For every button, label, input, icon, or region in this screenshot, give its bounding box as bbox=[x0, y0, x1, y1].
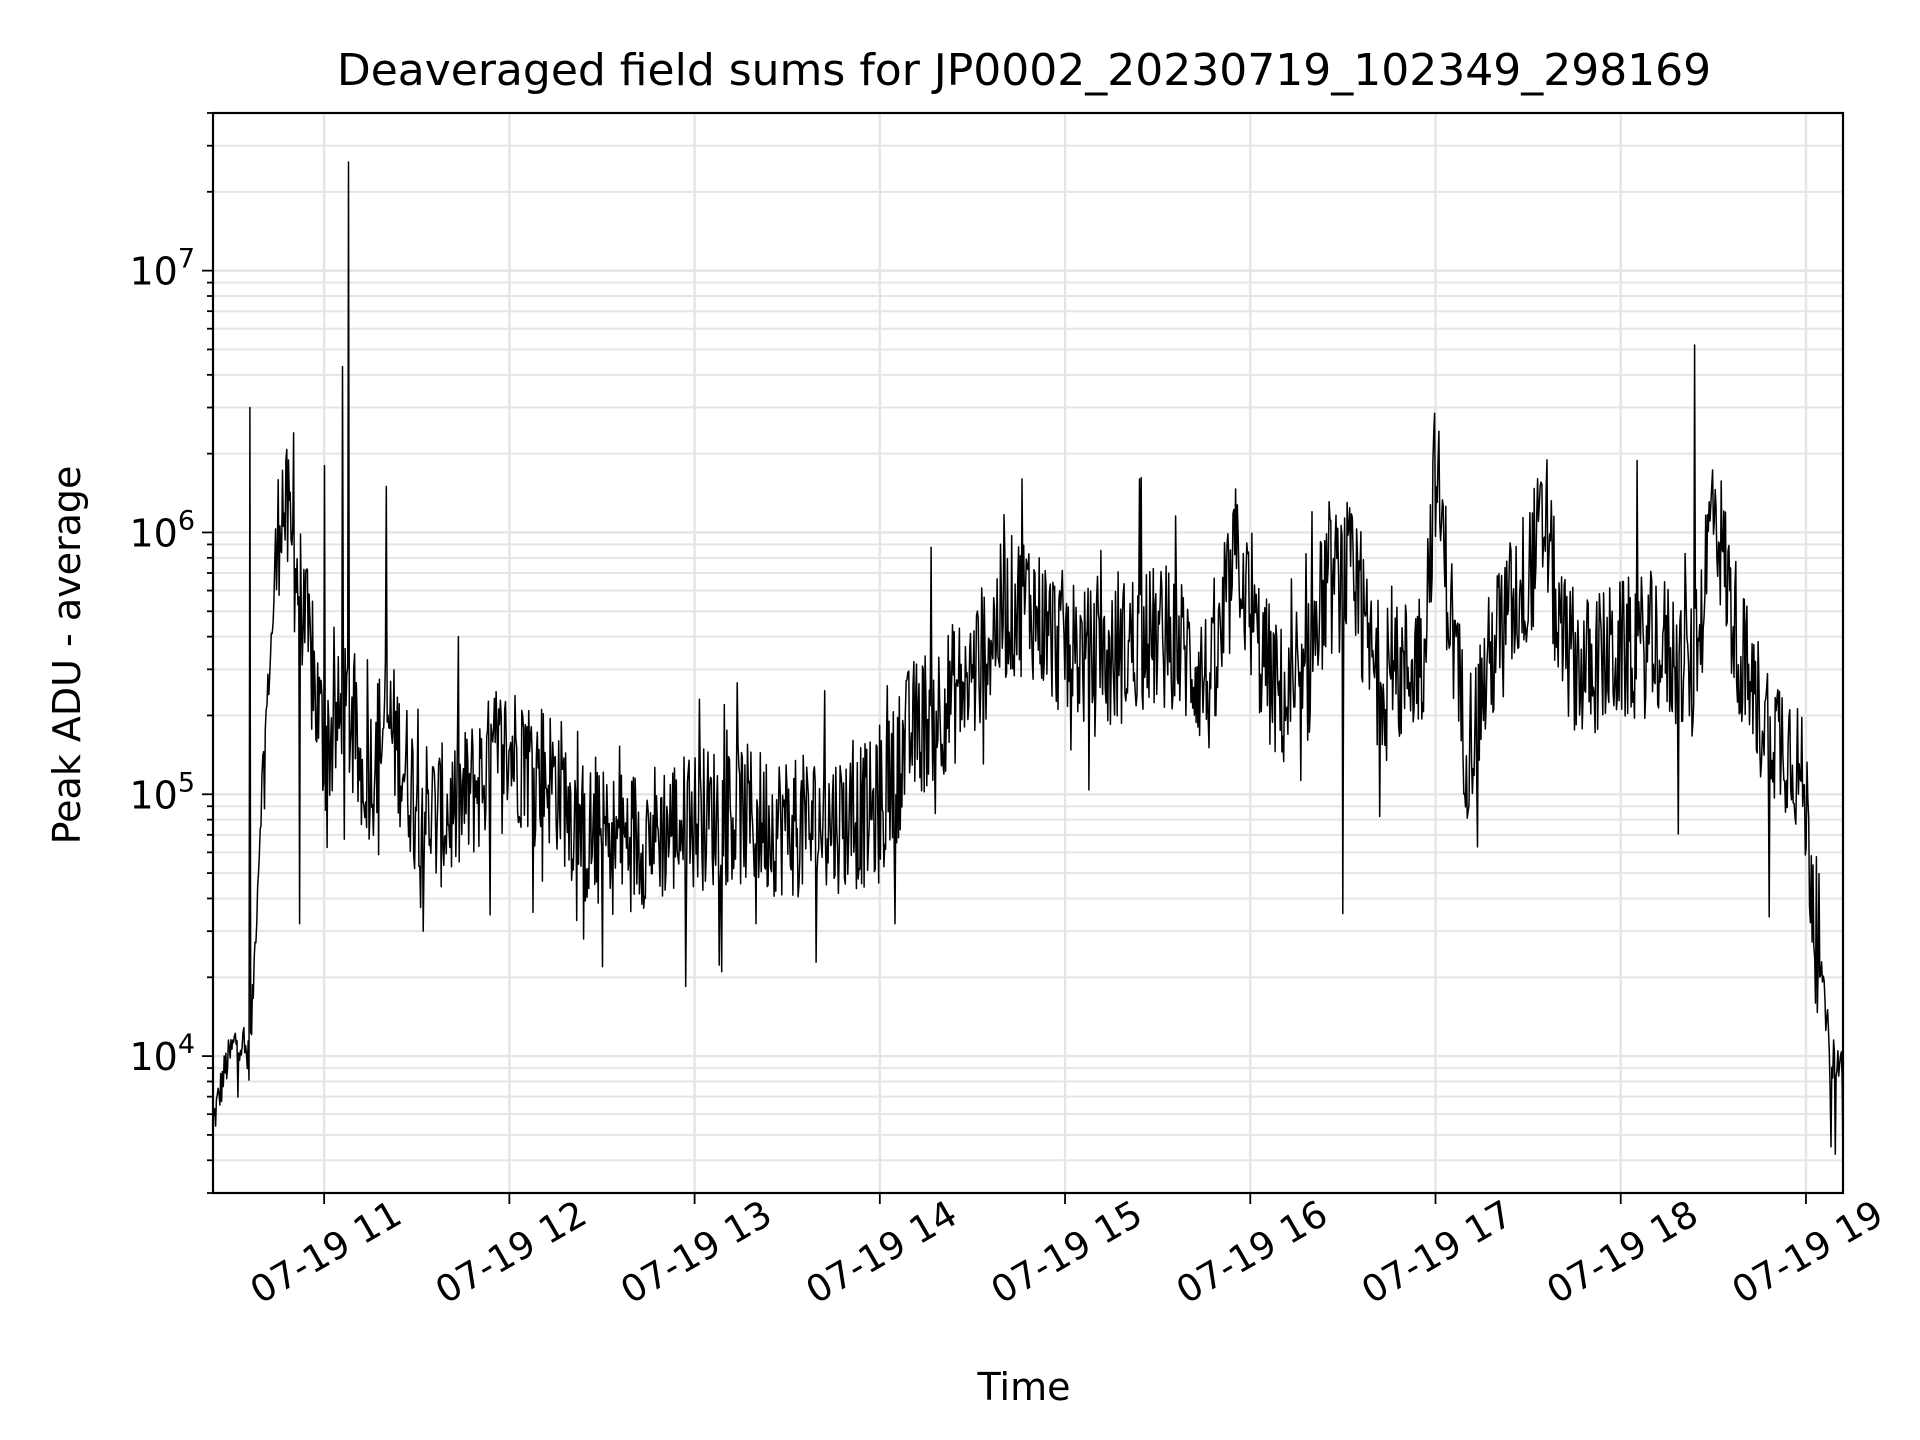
y-tick-label: 106 bbox=[129, 505, 195, 555]
y-tick-exponent: 7 bbox=[178, 244, 195, 275]
x-axis-label: Time bbox=[977, 1365, 1071, 1409]
y-tick-base: 10 bbox=[129, 1035, 177, 1079]
y-tick-label: 104 bbox=[129, 1029, 195, 1079]
y-tick-base: 10 bbox=[129, 511, 177, 555]
y-tick-label: 105 bbox=[129, 767, 195, 817]
y-tick-exponent: 6 bbox=[178, 505, 195, 536]
y-tick-exponent: 4 bbox=[178, 1029, 195, 1060]
y-axis-label: Peak ADU - average bbox=[45, 466, 89, 845]
y-tick-base: 10 bbox=[129, 773, 177, 817]
data-series bbox=[212, 161, 1844, 1162]
chart-title: Deaveraged field sums for JP0002_2023071… bbox=[337, 45, 1711, 96]
series-line bbox=[212, 161, 1844, 1162]
plot-frame bbox=[211, 111, 1845, 1195]
y-tick-base: 10 bbox=[129, 250, 177, 294]
y-tick-exponent: 5 bbox=[178, 767, 195, 798]
y-tick-label: 107 bbox=[129, 244, 195, 294]
